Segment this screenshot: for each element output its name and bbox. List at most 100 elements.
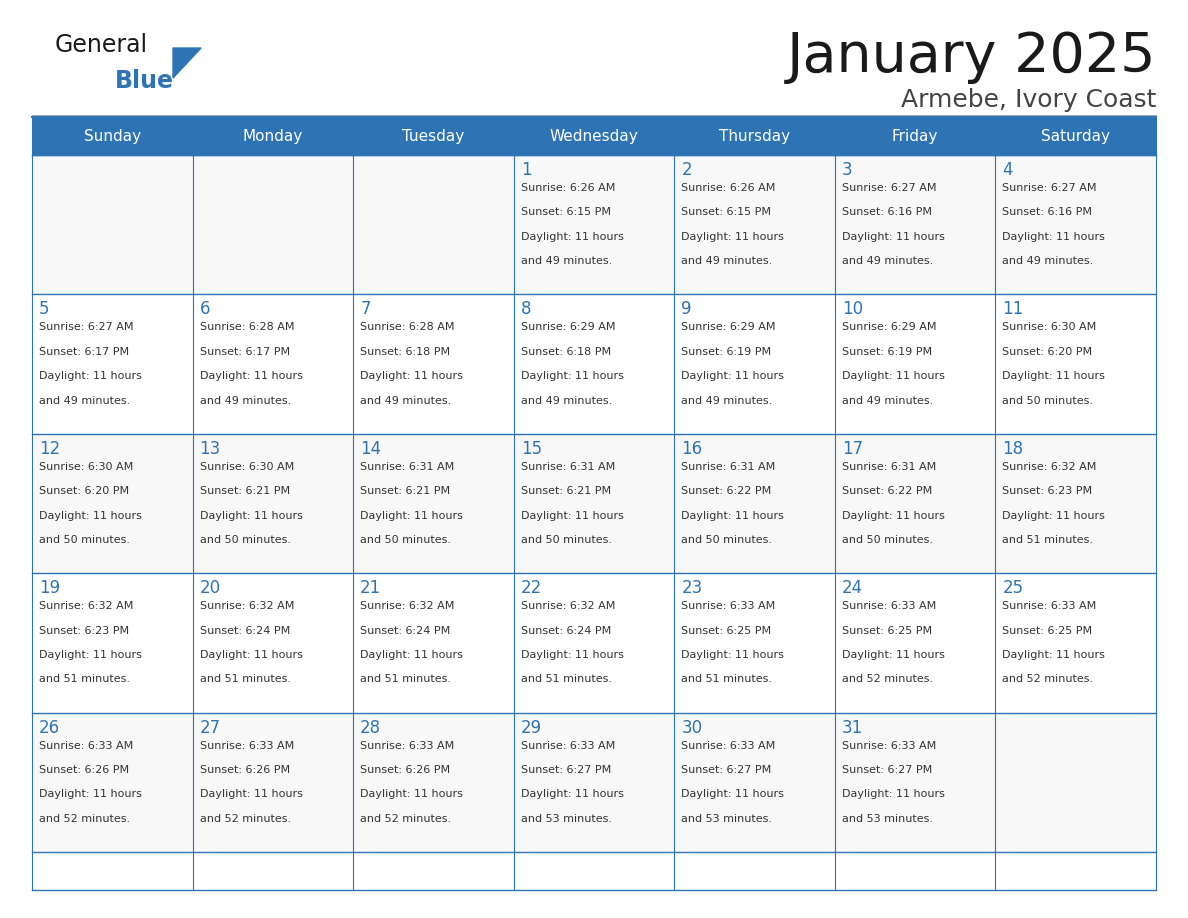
Text: Sunrise: 6:33 AM: Sunrise: 6:33 AM: [681, 741, 776, 751]
Text: Daylight: 11 hours: Daylight: 11 hours: [360, 650, 463, 660]
Text: Daylight: 11 hours: Daylight: 11 hours: [200, 789, 303, 800]
Text: Sunset: 6:25 PM: Sunset: 6:25 PM: [1003, 625, 1093, 635]
Bar: [996, 573, 1156, 712]
Text: Saturday: Saturday: [1041, 129, 1111, 143]
Bar: [513, 712, 675, 852]
Bar: [192, 434, 353, 573]
Text: Sunrise: 6:33 AM: Sunrise: 6:33 AM: [39, 741, 133, 751]
Bar: [675, 117, 835, 155]
Bar: [192, 117, 353, 155]
Bar: [353, 434, 513, 573]
Text: 31: 31: [842, 719, 864, 736]
Text: Sunset: 6:20 PM: Sunset: 6:20 PM: [39, 487, 129, 497]
Text: Sunset: 6:18 PM: Sunset: 6:18 PM: [520, 347, 611, 357]
Bar: [996, 117, 1156, 155]
Text: Sunrise: 6:28 AM: Sunrise: 6:28 AM: [200, 322, 295, 332]
Text: 19: 19: [39, 579, 61, 598]
Text: 21: 21: [360, 579, 381, 598]
Bar: [513, 295, 675, 434]
Text: and 52 minutes.: and 52 minutes.: [1003, 675, 1093, 685]
Text: Sunset: 6:23 PM: Sunset: 6:23 PM: [1003, 487, 1093, 497]
Text: Sunrise: 6:32 AM: Sunrise: 6:32 AM: [200, 601, 293, 611]
Bar: [353, 573, 513, 712]
Text: and 50 minutes.: and 50 minutes.: [360, 535, 451, 545]
Polygon shape: [173, 48, 201, 78]
Text: Sunrise: 6:27 AM: Sunrise: 6:27 AM: [1003, 183, 1097, 193]
Text: Sunrise: 6:32 AM: Sunrise: 6:32 AM: [520, 601, 615, 611]
Bar: [675, 712, 835, 852]
Bar: [513, 434, 675, 573]
Text: Sunset: 6:24 PM: Sunset: 6:24 PM: [200, 625, 290, 635]
Bar: [996, 295, 1156, 434]
Bar: [32, 117, 192, 155]
Bar: [192, 573, 353, 712]
Text: and 52 minutes.: and 52 minutes.: [842, 675, 933, 685]
Bar: [835, 117, 996, 155]
Text: Daylight: 11 hours: Daylight: 11 hours: [520, 650, 624, 660]
Text: and 52 minutes.: and 52 minutes.: [39, 813, 131, 823]
Text: Daylight: 11 hours: Daylight: 11 hours: [1003, 231, 1105, 241]
Bar: [835, 295, 996, 434]
Text: 17: 17: [842, 440, 862, 458]
Text: Sunrise: 6:33 AM: Sunrise: 6:33 AM: [842, 741, 936, 751]
Text: Sunset: 6:16 PM: Sunset: 6:16 PM: [1003, 207, 1093, 218]
Bar: [32, 573, 192, 712]
Text: and 49 minutes.: and 49 minutes.: [842, 256, 933, 266]
Bar: [675, 434, 835, 573]
Text: 7: 7: [360, 300, 371, 319]
Text: Daylight: 11 hours: Daylight: 11 hours: [39, 510, 141, 521]
Text: Sunset: 6:26 PM: Sunset: 6:26 PM: [200, 765, 290, 775]
Text: Daylight: 11 hours: Daylight: 11 hours: [842, 789, 944, 800]
Text: Sunrise: 6:31 AM: Sunrise: 6:31 AM: [360, 462, 454, 472]
Bar: [353, 712, 513, 852]
Bar: [353, 117, 513, 155]
Text: Sunrise: 6:33 AM: Sunrise: 6:33 AM: [520, 741, 615, 751]
Text: Sunrise: 6:33 AM: Sunrise: 6:33 AM: [360, 741, 454, 751]
Text: 18: 18: [1003, 440, 1024, 458]
Text: and 49 minutes.: and 49 minutes.: [520, 396, 612, 406]
Text: 16: 16: [681, 440, 702, 458]
Text: Sunset: 6:19 PM: Sunset: 6:19 PM: [842, 347, 931, 357]
Text: Daylight: 11 hours: Daylight: 11 hours: [39, 789, 141, 800]
Bar: [192, 155, 353, 295]
Text: and 51 minutes.: and 51 minutes.: [360, 675, 451, 685]
Text: and 49 minutes.: and 49 minutes.: [200, 396, 291, 406]
Bar: [32, 434, 192, 573]
Text: and 51 minutes.: and 51 minutes.: [681, 675, 772, 685]
Text: Sunset: 6:18 PM: Sunset: 6:18 PM: [360, 347, 450, 357]
Text: and 49 minutes.: and 49 minutes.: [39, 396, 131, 406]
Text: General: General: [55, 33, 148, 57]
Text: 13: 13: [200, 440, 221, 458]
Text: Sunrise: 6:30 AM: Sunrise: 6:30 AM: [200, 462, 293, 472]
Bar: [675, 295, 835, 434]
Text: Sunset: 6:21 PM: Sunset: 6:21 PM: [360, 487, 450, 497]
Text: and 49 minutes.: and 49 minutes.: [681, 256, 772, 266]
Text: 8: 8: [520, 300, 531, 319]
Text: 6: 6: [200, 300, 210, 319]
Text: Sunrise: 6:31 AM: Sunrise: 6:31 AM: [681, 462, 776, 472]
Text: and 51 minutes.: and 51 minutes.: [39, 675, 129, 685]
Text: Daylight: 11 hours: Daylight: 11 hours: [360, 789, 463, 800]
Text: Sunset: 6:23 PM: Sunset: 6:23 PM: [39, 625, 129, 635]
Text: Daylight: 11 hours: Daylight: 11 hours: [520, 371, 624, 381]
Text: Sunset: 6:27 PM: Sunset: 6:27 PM: [681, 765, 771, 775]
Text: Daylight: 11 hours: Daylight: 11 hours: [681, 650, 784, 660]
Text: Sunrise: 6:27 AM: Sunrise: 6:27 AM: [842, 183, 936, 193]
Text: Thursday: Thursday: [719, 129, 790, 143]
Text: Sunset: 6:21 PM: Sunset: 6:21 PM: [520, 487, 611, 497]
Text: Sunset: 6:15 PM: Sunset: 6:15 PM: [520, 207, 611, 218]
Text: Sunday: Sunday: [83, 129, 141, 143]
Bar: [32, 295, 192, 434]
Text: and 50 minutes.: and 50 minutes.: [681, 535, 772, 545]
Bar: [32, 712, 192, 852]
Text: Daylight: 11 hours: Daylight: 11 hours: [200, 371, 303, 381]
Text: Sunset: 6:17 PM: Sunset: 6:17 PM: [200, 347, 290, 357]
Text: Friday: Friday: [892, 129, 939, 143]
Text: Sunset: 6:25 PM: Sunset: 6:25 PM: [681, 625, 771, 635]
Text: Sunset: 6:15 PM: Sunset: 6:15 PM: [681, 207, 771, 218]
Text: Sunrise: 6:27 AM: Sunrise: 6:27 AM: [39, 322, 133, 332]
Text: Sunrise: 6:32 AM: Sunrise: 6:32 AM: [360, 601, 455, 611]
Bar: [513, 155, 675, 295]
Bar: [835, 573, 996, 712]
Text: 30: 30: [681, 719, 702, 736]
